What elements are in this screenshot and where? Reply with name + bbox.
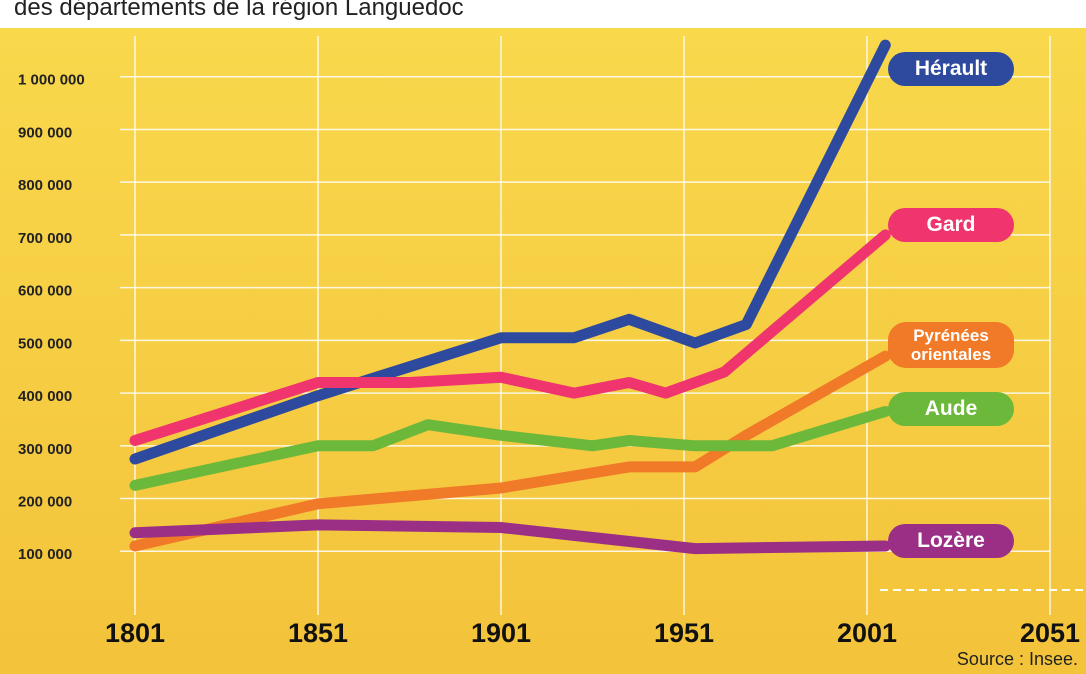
- x-tick-label: 1951: [654, 618, 714, 648]
- x-tick-label: 2051: [1020, 618, 1080, 648]
- x-tick-label: 1801: [105, 618, 165, 648]
- x-tick-label: 2001: [837, 618, 897, 648]
- source: Source : Insee.: [956, 649, 1078, 669]
- y-tick-label: 500 000: [18, 335, 72, 352]
- x-tick-label: 1901: [471, 618, 531, 648]
- y-tick-label: 900 000: [18, 124, 72, 141]
- series-line: [129, 519, 891, 555]
- legend-label: Gard: [888, 208, 1014, 242]
- y-tick-label: 200 000: [18, 494, 72, 511]
- legend-label: Pyrénées orientales: [888, 322, 1014, 368]
- y-tick-label: 700 000: [18, 230, 72, 247]
- series-line: [129, 350, 891, 552]
- legend-label: Lozère: [888, 524, 1014, 558]
- y-tick-label: 100 000: [18, 546, 72, 563]
- legend-label: Hérault: [888, 52, 1014, 86]
- series-line: [129, 229, 891, 446]
- y-tick-label: 600 000: [18, 283, 72, 300]
- y-tick-label: 300 000: [18, 441, 72, 458]
- y-tick-label: 1 000 000: [18, 72, 85, 89]
- legend-label: Aude: [888, 392, 1014, 426]
- x-tick-label: 1851: [288, 618, 348, 648]
- y-tick-label: 800 000: [18, 177, 72, 194]
- y-tick-label: 400 000: [18, 388, 72, 405]
- chart-title: des départements de la région Languedoc: [14, 0, 464, 21]
- series-line: [129, 406, 891, 491]
